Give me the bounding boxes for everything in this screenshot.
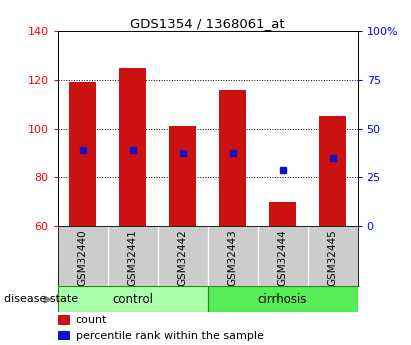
Text: disease state: disease state	[4, 295, 78, 304]
Bar	[319, 116, 346, 226]
Bar	[58, 331, 69, 340]
Text: GSM32445: GSM32445	[328, 229, 337, 286]
Text: GSM32441: GSM32441	[127, 229, 138, 286]
Bar	[58, 315, 69, 325]
Bar	[69, 82, 96, 226]
Text: GSM32444: GSM32444	[277, 229, 288, 286]
Bar	[58, 286, 208, 312]
Bar	[169, 126, 196, 226]
Text: control: control	[112, 293, 153, 306]
Text: cirrhosis: cirrhosis	[258, 293, 307, 306]
Text: percentile rank within the sample: percentile rank within the sample	[76, 331, 263, 341]
Bar	[208, 286, 358, 312]
Bar	[119, 68, 146, 226]
Bar	[219, 89, 246, 226]
Text: GSM32440: GSM32440	[78, 229, 88, 286]
Text: GSM32442: GSM32442	[178, 229, 187, 286]
Title: GDS1354 / 1368061_at: GDS1354 / 1368061_at	[130, 17, 285, 30]
Text: count: count	[76, 315, 107, 325]
Bar	[269, 201, 296, 226]
Text: GSM32443: GSM32443	[228, 229, 238, 286]
